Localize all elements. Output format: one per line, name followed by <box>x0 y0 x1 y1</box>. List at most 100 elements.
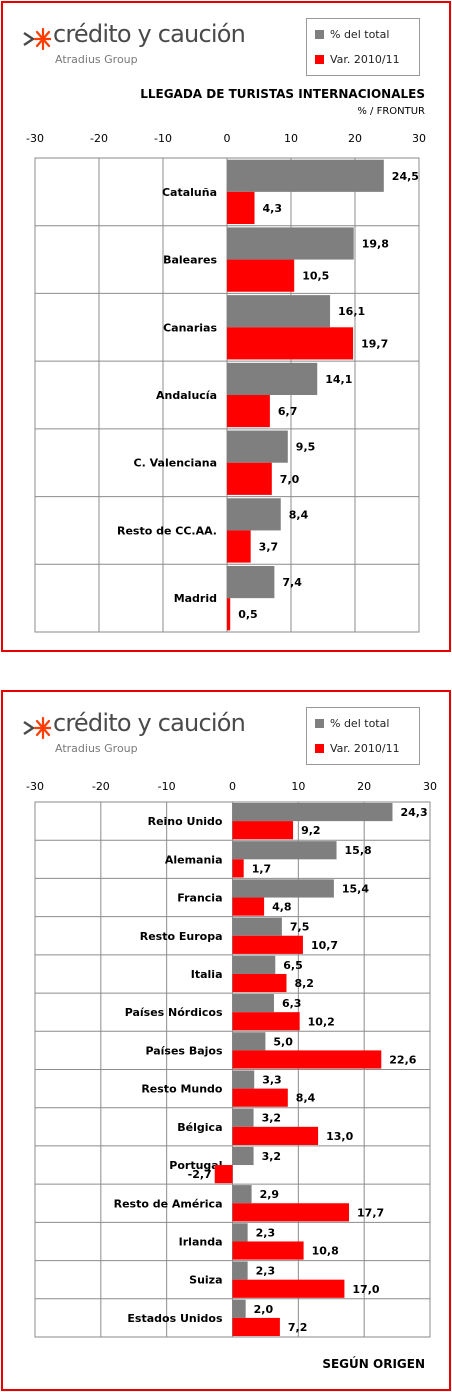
data-label: 6,5 <box>283 959 303 972</box>
category-label: Portugal <box>169 1159 222 1172</box>
bar-total <box>227 295 331 328</box>
bar-total <box>232 841 337 860</box>
legend-label: Var. 2010/11 <box>330 53 400 66</box>
category-label: Andalucía <box>156 389 217 402</box>
data-label: 5,0 <box>273 1035 293 1048</box>
data-label: 1,7 <box>252 862 271 875</box>
x-tick-label: -20 <box>90 132 108 145</box>
data-label: 3,7 <box>259 541 279 554</box>
bar-total <box>232 1108 254 1127</box>
chart-subtitle: % / FRONTUR <box>357 106 425 117</box>
bar-total <box>232 1261 248 1280</box>
legend-item-var: Var. 2010/11 <box>315 742 400 755</box>
category-label: Madrid <box>174 592 217 605</box>
legend-item-total: % del total <box>315 717 389 730</box>
bar-total <box>232 1146 254 1166</box>
x-tick-label: 10 <box>284 132 298 145</box>
bar-total <box>227 498 281 531</box>
chart-legend: % del total Var. 2010/11 <box>306 18 420 76</box>
x-tick-label: -10 <box>158 780 176 793</box>
data-label: 13,0 <box>326 1130 353 1143</box>
data-label: 8,4 <box>289 508 309 521</box>
data-label: 22,6 <box>389 1053 416 1066</box>
data-label: 19,8 <box>362 237 389 250</box>
x-tick-label: 30 <box>412 132 426 145</box>
data-label: 2,3 <box>256 1265 276 1278</box>
data-label: 4,8 <box>272 901 292 914</box>
bar-var <box>227 462 272 495</box>
chart-legend: % del total Var. 2010/11 <box>306 707 420 765</box>
category-label: Baleares <box>163 254 217 267</box>
data-label: 16,1 <box>338 305 365 318</box>
legend-item-total: % del total <box>315 28 389 41</box>
bar-var <box>227 395 270 428</box>
bar-total <box>227 362 318 395</box>
data-label: 4,3 <box>263 202 283 215</box>
bar-var <box>227 191 255 225</box>
category-label: Países Bajos <box>145 1044 222 1057</box>
category-label: Bélgica <box>177 1121 222 1134</box>
data-label: 10,8 <box>312 1245 339 1258</box>
bar-total <box>232 802 393 822</box>
bar-total <box>232 955 276 974</box>
bar-total <box>232 1185 252 1204</box>
bar-var <box>227 598 231 631</box>
legend-swatch <box>315 30 324 39</box>
bar-var <box>232 1012 300 1031</box>
chart-title: LLEGADA DE TURISTAS INTERNACIONALES <box>140 87 425 101</box>
category-label: Canarias <box>163 321 217 334</box>
bar-total <box>232 1070 255 1089</box>
bar-var <box>232 897 265 916</box>
data-label: 9,5 <box>296 441 316 454</box>
data-label: 17,0 <box>352 1283 379 1296</box>
bar-total <box>232 994 274 1013</box>
category-label: Francia <box>177 892 222 905</box>
brand-group: Atradius Group <box>55 742 138 755</box>
category-label: Reino Unido <box>148 815 223 828</box>
bar-total <box>227 430 288 463</box>
category-label: Italia <box>191 968 223 981</box>
bar-total <box>227 227 354 260</box>
data-label: 7,4 <box>282 576 302 589</box>
legend-swatch <box>315 719 324 728</box>
bar-total <box>232 917 282 936</box>
bar-chart-origin: -30 -20 -10 0 10 20 30 Reino Unido 24,3 9,2 Aleman… <box>26 780 437 1338</box>
category-label: Resto Europa <box>140 930 223 943</box>
bar-var <box>232 1050 382 1069</box>
x-tick-label: -20 <box>92 780 110 793</box>
legend-label: % del total <box>330 717 390 730</box>
category-label: Países Nórdicos <box>125 1006 223 1019</box>
bar-var <box>232 1088 288 1107</box>
data-label: 10,7 <box>311 939 338 952</box>
data-label: 8,2 <box>294 977 314 990</box>
category-label: Alemania <box>165 853 223 866</box>
data-label: 15,4 <box>342 882 369 895</box>
brand-group: Atradius Group <box>55 53 138 66</box>
bar-total <box>232 1032 266 1051</box>
data-label: 6,3 <box>282 997 302 1010</box>
logo-mark-icon <box>23 27 51 51</box>
bar-var <box>232 1126 319 1145</box>
category-label: Suiza <box>189 1274 222 1287</box>
x-tick-label: -30 <box>26 780 44 793</box>
data-label: 7,5 <box>290 921 310 934</box>
bar-var <box>227 530 251 563</box>
data-label: 10,5 <box>302 270 329 283</box>
bar-var <box>227 259 295 292</box>
data-label: 2,9 <box>260 1188 280 1201</box>
bar-var <box>232 859 244 878</box>
category-label: Estados Unidos <box>127 1312 223 1325</box>
category-label: Resto de América <box>114 1197 223 1210</box>
legend-label: Var. 2010/11 <box>330 742 400 755</box>
bar-var <box>232 821 294 840</box>
data-label: 3,3 <box>262 1074 282 1087</box>
logo-mark-icon <box>23 716 51 740</box>
data-label: 9,2 <box>301 824 321 837</box>
legend-swatch <box>315 55 324 64</box>
data-label: 17,7 <box>357 1206 384 1219</box>
bar-chart-regions: -30 -20 -10 0 10 20 30 Cataluña 24,5 4,3 Baleares 1… <box>26 132 426 633</box>
legend-label: % del total <box>330 28 390 41</box>
bar-total <box>232 879 334 898</box>
x-tick-label: 0 <box>229 780 236 793</box>
data-label: 8,4 <box>296 1092 316 1105</box>
